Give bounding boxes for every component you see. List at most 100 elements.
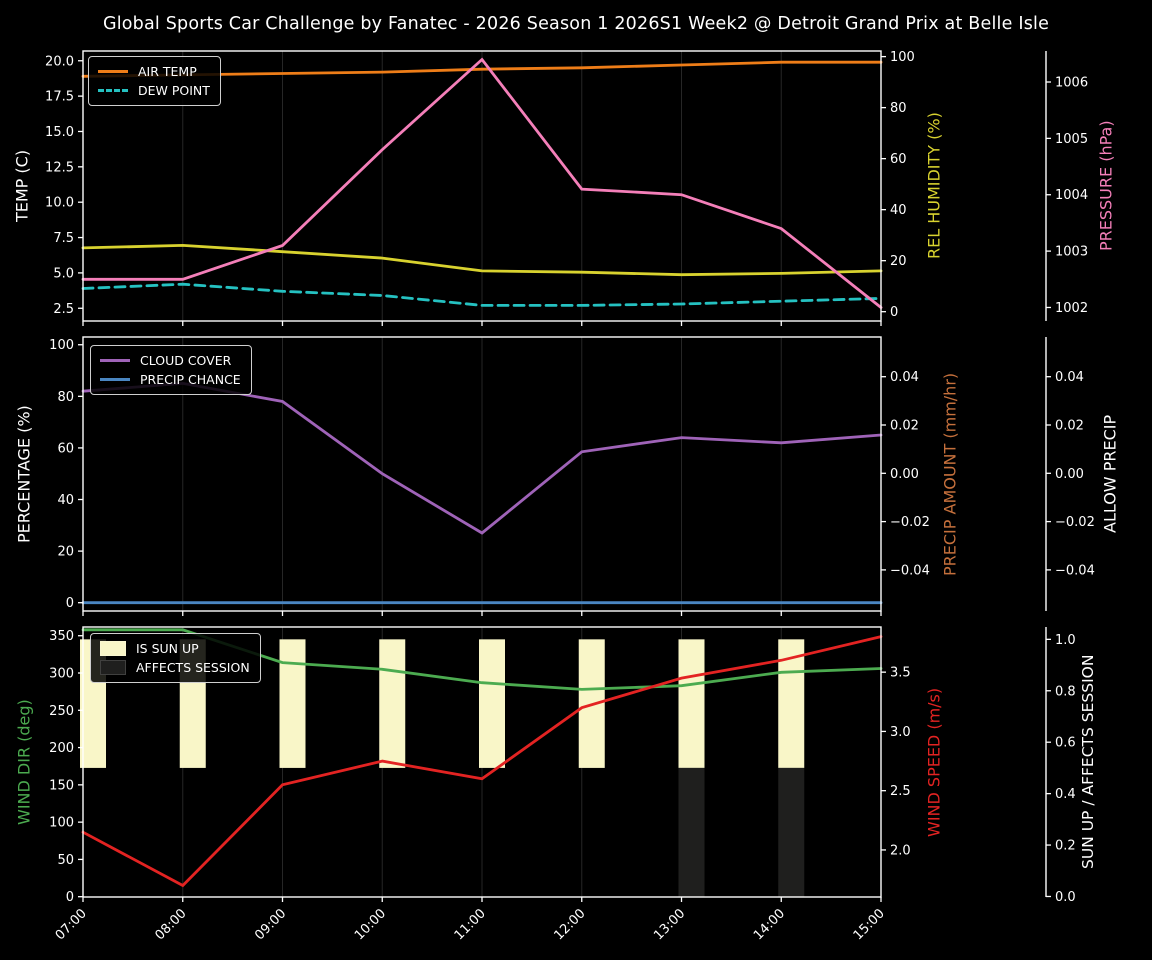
line-wind-speed [81, 635, 883, 888]
detached-axis: 0.04 0.02 0.00 −0.02 −0.04 [1045, 337, 1095, 611]
detached-axis: 1002 1003 1004 1005 1006 [1045, 51, 1088, 321]
right-tick-label: −0.02 [890, 515, 930, 530]
air-temp-line-swatch [98, 70, 128, 73]
right-tick-label: 0.04 [890, 370, 919, 385]
detached-tick-label: 1.0 [1055, 633, 1076, 648]
axis-label-precip-amount: PRECIP AMOUNT (mm/hr) [940, 372, 960, 576]
dew-point-line-swatch [98, 89, 128, 92]
x-ticks [82, 611, 882, 616]
legend-label: AFFECTS SESSION [136, 660, 250, 675]
right-tick-label: 3.5 [890, 666, 911, 681]
axis-label-percentage: PERCENTAGE (%) [14, 405, 34, 543]
x-tick-label-09:00: 09:00 [252, 906, 289, 943]
x-tick-label-14:00: 14:00 [751, 906, 788, 943]
detached-tick-label: 1002 [1055, 301, 1088, 316]
is-sun-up-patch-swatch [100, 641, 126, 656]
detached-tick-label: 0.8 [1055, 684, 1076, 699]
legend-label: PRECIP CHANCE [140, 372, 241, 387]
gridlines [182, 51, 782, 321]
legend-item-air-temp: AIR TEMP [98, 62, 210, 81]
left-tick-label: 150 [49, 778, 74, 793]
left-tick-label: 300 [49, 667, 74, 682]
left-tick-label: 100 [49, 816, 74, 831]
detached-tick-label: 1004 [1055, 188, 1088, 203]
bar-is-sun-up-10:00 [379, 639, 406, 768]
line-rel-humidity [81, 243, 883, 277]
left-tick-label: 60 [57, 441, 74, 456]
left-tick-label: 20 [57, 545, 74, 560]
right-tick-label: 2.0 [890, 843, 911, 858]
precip-chance-line-swatch [100, 378, 130, 381]
right-tick-label: 0.00 [890, 467, 919, 482]
detached-tick-label: 0.6 [1055, 736, 1076, 751]
chart-1: 0204060801000.040.020.00−0.02−0.040.040.… [49, 336, 1095, 616]
x-tick-label-15:00: 15:00 [851, 906, 888, 943]
axis-label-temp: TEMP (C) [12, 149, 32, 223]
chart-0: 2.5 5.0 7.5 10.0 12.5 15.0 17.5 20.0 0 20 40 60 80 10… [45, 50, 1088, 326]
legend-sun-session: IS SUN UP AFFECTS SESSION [90, 633, 261, 683]
detached-tick-label: 0.2 [1055, 839, 1076, 854]
x-tick-labels: 07:00 08:00 09:00 10:00 11:00 12:00 13:00 14:00… [53, 906, 888, 943]
detached-axis: 0.0 0.2 0.4 0.6 0.8 1.0 [1045, 627, 1076, 905]
detached-tick-label: 0.4 [1055, 787, 1076, 802]
detached-tick-label: −0.02 [1055, 515, 1095, 530]
legend-label: IS SUN UP [136, 641, 199, 656]
axis-label-wind-dir: WIND DIR (deg) [14, 699, 34, 825]
left-axis: 0 20 40 60 80 100 [49, 338, 83, 611]
left-tick-label: 100 [49, 338, 74, 353]
left-tick-label: 0 [66, 890, 74, 905]
left-tick-label: 350 [49, 629, 74, 644]
x-tick-label-13:00: 13:00 [651, 906, 688, 943]
bar-is-sun-up-11:00 [479, 639, 505, 768]
axis-label-sun-up-affects-session: SUN UP / AFFECTS SESSION [1079, 654, 1097, 870]
left-tick-label: 7.5 [53, 231, 74, 246]
gridlines [182, 337, 782, 611]
legend-item-dew-point: DEW POINT [98, 81, 210, 100]
left-tick-label: 0 [66, 596, 74, 611]
x-tick-label-10:00: 10:00 [352, 906, 389, 943]
left-axis: 2.5 5.0 7.5 10.0 12.5 15.0 17.5 20.0 [45, 54, 83, 317]
bars-affects-session [678, 767, 805, 897]
legend-temperature: AIR TEMP DEW POINT [88, 56, 221, 106]
detached-tick-label: 1006 [1055, 76, 1088, 91]
x-ticks [82, 897, 882, 902]
left-tick-label: 5.0 [53, 266, 74, 281]
left-tick-label: 10.0 [45, 196, 74, 211]
left-tick-label: 200 [49, 741, 74, 756]
axis-label-pressure: PRESSURE (hPa) [1096, 120, 1116, 252]
detached-tick-label: 0.00 [1055, 467, 1084, 482]
right-tick-label: 80 [890, 101, 907, 116]
detached-tick-label: −0.04 [1055, 563, 1095, 578]
line-dew-point [81, 282, 883, 307]
detached-tick-label: 0.02 [1055, 419, 1084, 434]
detached-tick-label: 1003 [1055, 245, 1088, 260]
bar-is-sun-up-13:00 [678, 639, 705, 768]
left-tick-label: 20.0 [45, 54, 74, 69]
left-axis: 0 50 100 150 200 250 300 350 [49, 629, 83, 905]
left-tick-label: 12.5 [45, 160, 74, 175]
affects-session-patch-swatch [100, 660, 126, 675]
axis-label-allow-precip: ALLOW PRECIP [1100, 414, 1120, 534]
right-tick-label: 0 [890, 305, 898, 320]
right-tick-label: −0.04 [890, 563, 930, 578]
right-axis: 2.0 2.5 3.0 3.5 [881, 666, 911, 858]
left-tick-label: 250 [49, 704, 74, 719]
left-tick-label: 80 [57, 390, 74, 405]
right-tick-label: 2.5 [890, 784, 911, 799]
left-tick-label: 15.0 [45, 125, 74, 140]
x-tick-label-07:00: 07:00 [53, 906, 90, 943]
bar-is-sun-up-09:00 [279, 639, 306, 768]
legend-label: DEW POINT [138, 83, 210, 98]
axis-label-wind-speed: WIND SPEED (m/s) [924, 687, 944, 837]
left-tick-label: 50 [57, 853, 74, 868]
right-tick-label: 3.0 [890, 725, 911, 740]
left-tick-label: 40 [57, 493, 74, 508]
detached-tick-label: 0.04 [1055, 370, 1084, 385]
x-tick-label-11:00: 11:00 [452, 906, 489, 943]
cloud-cover-line-swatch [100, 359, 130, 362]
x-ticks [82, 321, 882, 326]
left-tick-label: 2.5 [53, 302, 74, 317]
legend-item-precip-chance: PRECIP CHANCE [100, 370, 241, 389]
x-tick-label-12:00: 12:00 [551, 906, 588, 943]
